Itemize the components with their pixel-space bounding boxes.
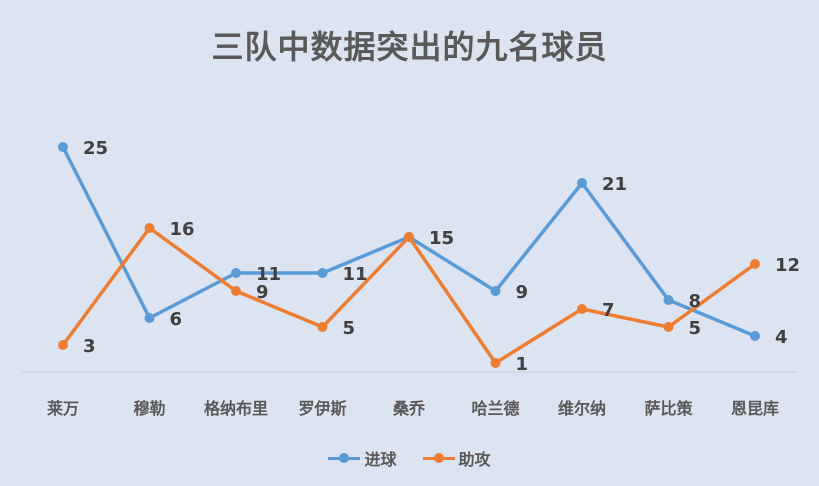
data-label: 11	[256, 264, 281, 285]
legend: 进球 助攻	[0, 446, 819, 470]
legend-label: 进球	[364, 450, 397, 469]
data-point	[750, 331, 760, 341]
legend-item: 助攻	[422, 446, 491, 470]
legend-marker-icon	[328, 451, 361, 465]
data-point	[231, 268, 241, 278]
x-tick-label: 格纳布里	[204, 399, 268, 418]
data-point	[58, 142, 68, 152]
data-label: 25	[83, 138, 108, 159]
data-point	[58, 340, 68, 350]
x-tick-label: 哈兰德	[471, 399, 519, 418]
data-point	[663, 322, 674, 332]
data-point	[144, 313, 155, 323]
data-point	[404, 232, 414, 242]
data-point	[317, 322, 328, 332]
data-point	[577, 304, 587, 314]
legend-marker-icon	[422, 451, 455, 465]
data-point	[144, 223, 155, 233]
data-label: 16	[170, 219, 195, 240]
data-point	[490, 286, 501, 296]
data-label: 5	[689, 318, 702, 339]
legend-item: 进球	[328, 446, 397, 470]
data-point	[750, 259, 760, 269]
data-point	[663, 295, 674, 305]
data-label: 7	[602, 300, 615, 321]
chart-title: 三队中数据突出的九名球员	[211, 28, 608, 66]
data-label: 9	[256, 282, 269, 303]
x-tick-label: 恩昆库	[731, 399, 779, 418]
legend-label: 助攻	[458, 450, 491, 469]
x-tick-label: 桑乔	[392, 399, 426, 418]
data-label: 3	[83, 336, 96, 357]
x-tick-label: 莱万	[47, 399, 79, 418]
data-label: 1	[516, 354, 529, 375]
data-point	[231, 286, 241, 296]
data-label: 12	[775, 255, 800, 276]
x-tick-label: 罗伊斯	[298, 399, 346, 418]
x-tick-label: 穆勒	[133, 399, 165, 418]
data-label: 6	[170, 309, 183, 330]
x-tick-layer: 莱万 穆勒 格纳布里 罗伊斯 桑乔 哈兰德 维尔纳 萨比策 恩昆库	[47, 399, 779, 418]
data-label: 8	[689, 291, 702, 312]
series-layer	[58, 142, 760, 368]
data-point	[317, 268, 328, 278]
data-label: 11	[343, 264, 368, 285]
data-label: 4	[775, 327, 788, 348]
x-tick-label: 维尔纳	[558, 399, 606, 418]
data-label: 21	[602, 174, 627, 195]
data-point	[577, 178, 587, 188]
data-label: 5	[343, 318, 356, 339]
series-line-2	[61, 226, 757, 365]
x-tick-label: 萨比策	[644, 399, 693, 418]
data-label: 15	[429, 228, 454, 249]
data-label: 9	[516, 282, 529, 303]
data-point	[490, 358, 501, 368]
data-label: 15	[429, 228, 454, 249]
